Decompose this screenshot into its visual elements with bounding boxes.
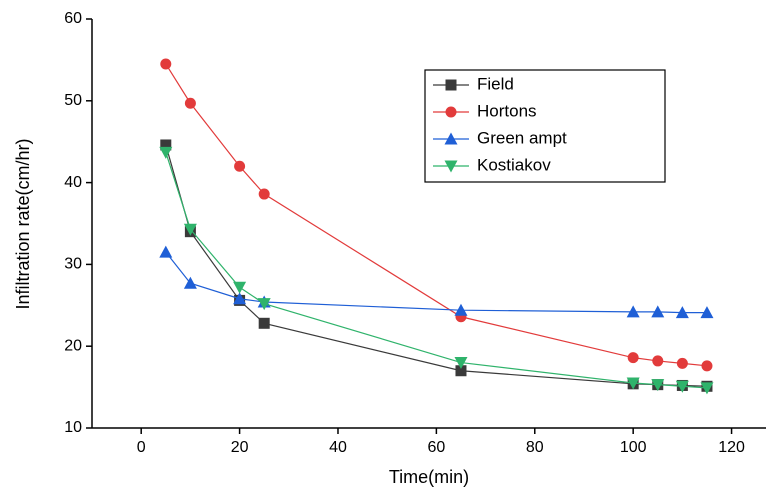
series-line bbox=[165, 251, 707, 314]
legend-marker bbox=[444, 160, 458, 173]
marker bbox=[455, 365, 467, 377]
marker bbox=[258, 188, 270, 200]
x-tick-label: 60 bbox=[427, 439, 445, 456]
marker bbox=[651, 379, 665, 392]
legend-label: Hortons bbox=[477, 101, 537, 120]
series bbox=[160, 58, 713, 372]
x-tick-label: 20 bbox=[231, 439, 249, 456]
legend: Field Hortons Green ampt Kostiakov bbox=[424, 69, 666, 183]
x-tick-label: 120 bbox=[718, 439, 745, 456]
marker bbox=[160, 139, 172, 151]
marker bbox=[258, 317, 270, 329]
x-axis-title: Time(min) bbox=[389, 467, 469, 487]
legend-marker bbox=[445, 106, 457, 118]
marker bbox=[184, 97, 196, 109]
y-tick-label: 40 bbox=[64, 174, 82, 191]
legend-label: Field bbox=[477, 74, 514, 93]
legend-marker bbox=[444, 132, 458, 145]
marker bbox=[183, 223, 197, 236]
marker bbox=[233, 292, 247, 305]
legend-box bbox=[424, 69, 666, 183]
marker bbox=[676, 357, 688, 369]
series bbox=[159, 245, 714, 319]
marker bbox=[159, 245, 173, 258]
marker bbox=[700, 306, 714, 319]
x-tick-label: 0 bbox=[137, 439, 146, 456]
marker bbox=[257, 298, 271, 311]
marker bbox=[234, 160, 246, 172]
marker bbox=[233, 281, 247, 294]
marker bbox=[675, 380, 689, 393]
y-tick-label: 30 bbox=[64, 256, 82, 273]
y-tick-label: 20 bbox=[64, 337, 82, 354]
x-tick-label: 100 bbox=[620, 439, 647, 456]
marker bbox=[454, 357, 468, 370]
y-tick-label: 50 bbox=[64, 92, 82, 109]
series bbox=[159, 146, 714, 395]
marker bbox=[701, 360, 713, 372]
y-tick-label: 60 bbox=[64, 10, 82, 27]
legend-label: Kostiakov bbox=[477, 155, 551, 174]
marker bbox=[675, 306, 689, 319]
marker bbox=[159, 146, 173, 159]
y-tick-label: 10 bbox=[64, 419, 82, 436]
marker bbox=[700, 382, 714, 395]
legend-label: Green ampt bbox=[477, 128, 567, 147]
y-axis-title: Infiltration rate(cm/hr) bbox=[13, 138, 33, 309]
marker bbox=[651, 305, 665, 318]
marker bbox=[160, 58, 172, 70]
marker bbox=[454, 303, 468, 316]
marker bbox=[626, 305, 640, 318]
marker bbox=[626, 377, 640, 390]
x-tick-label: 80 bbox=[526, 439, 544, 456]
series-line bbox=[165, 152, 708, 389]
marker bbox=[627, 352, 639, 364]
x-tick-label: 40 bbox=[329, 439, 347, 456]
marker bbox=[652, 355, 664, 367]
marker bbox=[183, 276, 197, 289]
legend-marker bbox=[445, 79, 457, 91]
